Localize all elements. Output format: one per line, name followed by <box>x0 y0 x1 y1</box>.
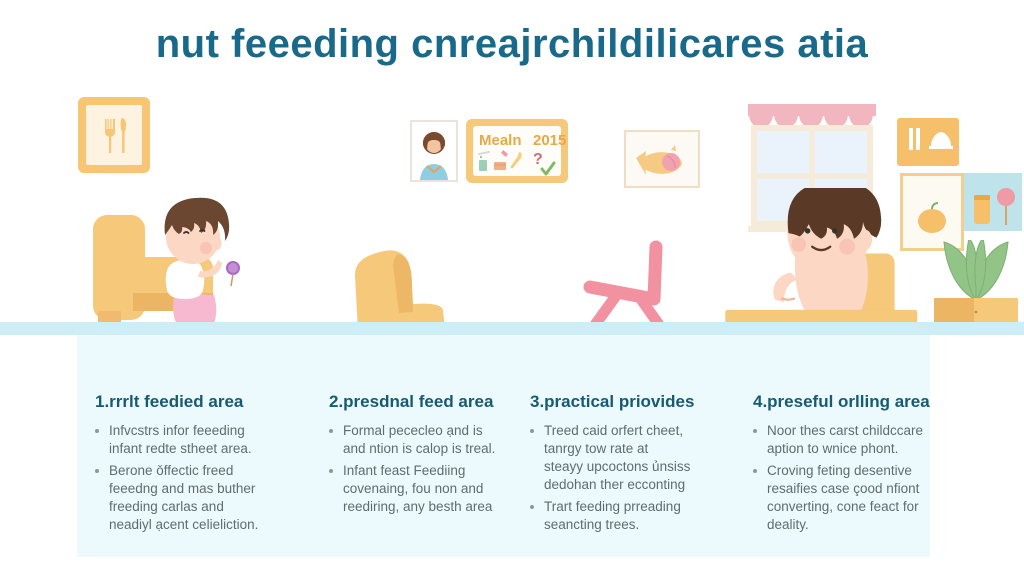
svg-text:Mealn: Mealn <box>479 132 522 149</box>
svg-text:2015: 2015 <box>533 132 566 149</box>
svg-text:?: ? <box>533 151 543 168</box>
